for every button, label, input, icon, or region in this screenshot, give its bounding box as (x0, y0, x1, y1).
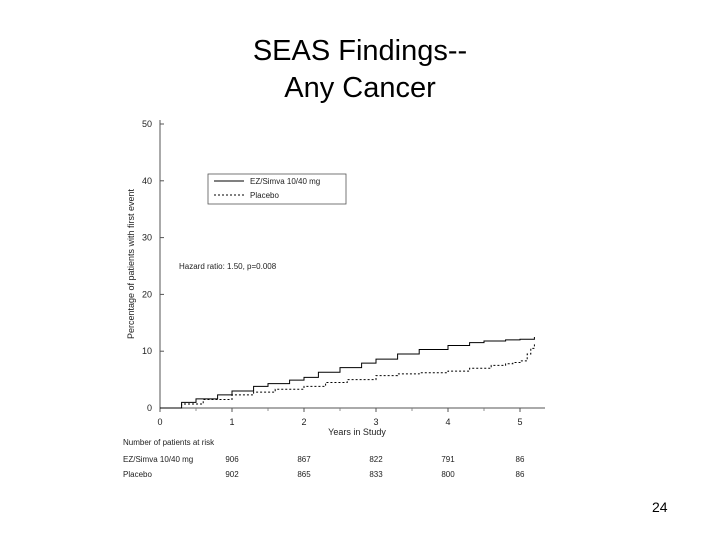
y-tick-label: 0 (147, 403, 152, 413)
y-tick-label: 10 (142, 346, 152, 356)
x-tick-label: 2 (301, 417, 306, 427)
y-axis-label: Percentage of patients with first event (126, 188, 136, 339)
x-tick-label: 4 (445, 417, 450, 427)
y-tick-label: 40 (142, 176, 152, 186)
at-risk-value: 902 (225, 470, 239, 479)
series-line-ezsimva (160, 337, 535, 409)
at-risk-value: 865 (297, 470, 311, 479)
x-tick-label: 5 (517, 417, 522, 427)
at-risk-value: 833 (369, 470, 383, 479)
legend-label-placebo: Placebo (250, 191, 279, 200)
at-risk-value: 822 (369, 455, 383, 464)
legend: EZ/Simva 10/40 mg Placebo (207, 173, 347, 205)
x-tick-label: 0 (157, 417, 162, 427)
y-tick-label: 30 (142, 233, 152, 243)
at-risk-row-label: EZ/Simva 10/40 mg (123, 455, 193, 464)
y-tick-label: 20 (142, 289, 152, 299)
x-tick-label: 1 (229, 417, 234, 427)
series-layer (160, 337, 535, 409)
y-tick-label: 50 (142, 119, 152, 129)
legend-box (207, 173, 347, 205)
at-risk-value: 906 (225, 455, 239, 464)
x-ticks: 0 1 2 3 4 5 (157, 408, 523, 427)
legend-label-ezsimva: EZ/Simva 10/40 mg (250, 177, 320, 186)
at-risk-value: 86 (516, 455, 525, 464)
x-axis-label: Years in Study (328, 427, 386, 437)
at-risk-value: 86 (516, 470, 525, 479)
y-ticks: 0 10 20 30 40 50 (142, 119, 164, 413)
x-tick-label: 3 (373, 417, 378, 427)
at-risk-value: 867 (297, 455, 311, 464)
slide-title-line1: SEAS Findings-- (252, 35, 468, 67)
at-risk-table: EZ/Simva 10/40 mg 906 867 822 791 86 Placebo 90… (123, 455, 525, 479)
slide-number: 24 (652, 499, 668, 515)
at-risk-header: Number of patients at risk (123, 438, 215, 447)
slide-title-line2: Any Cancer (284, 72, 436, 104)
at-risk-value: 791 (441, 455, 455, 464)
series-line-placebo (160, 342, 535, 409)
at-risk-row-label: Placebo (123, 470, 152, 479)
hazard-ratio-annotation: Hazard ratio: 1.50, p=0.008 (179, 262, 277, 271)
at-risk-value: 800 (441, 470, 455, 479)
